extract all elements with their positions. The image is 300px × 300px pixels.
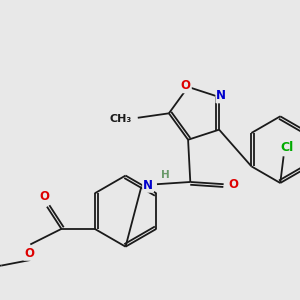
Text: O: O <box>24 247 34 260</box>
Text: N: N <box>143 179 153 192</box>
Text: O: O <box>229 178 238 191</box>
Text: N: N <box>216 89 226 102</box>
Text: O: O <box>40 190 50 203</box>
Text: O: O <box>181 79 191 92</box>
Text: Cl: Cl <box>280 141 293 154</box>
Text: H: H <box>161 170 170 180</box>
Text: CH₃: CH₃ <box>110 114 132 124</box>
